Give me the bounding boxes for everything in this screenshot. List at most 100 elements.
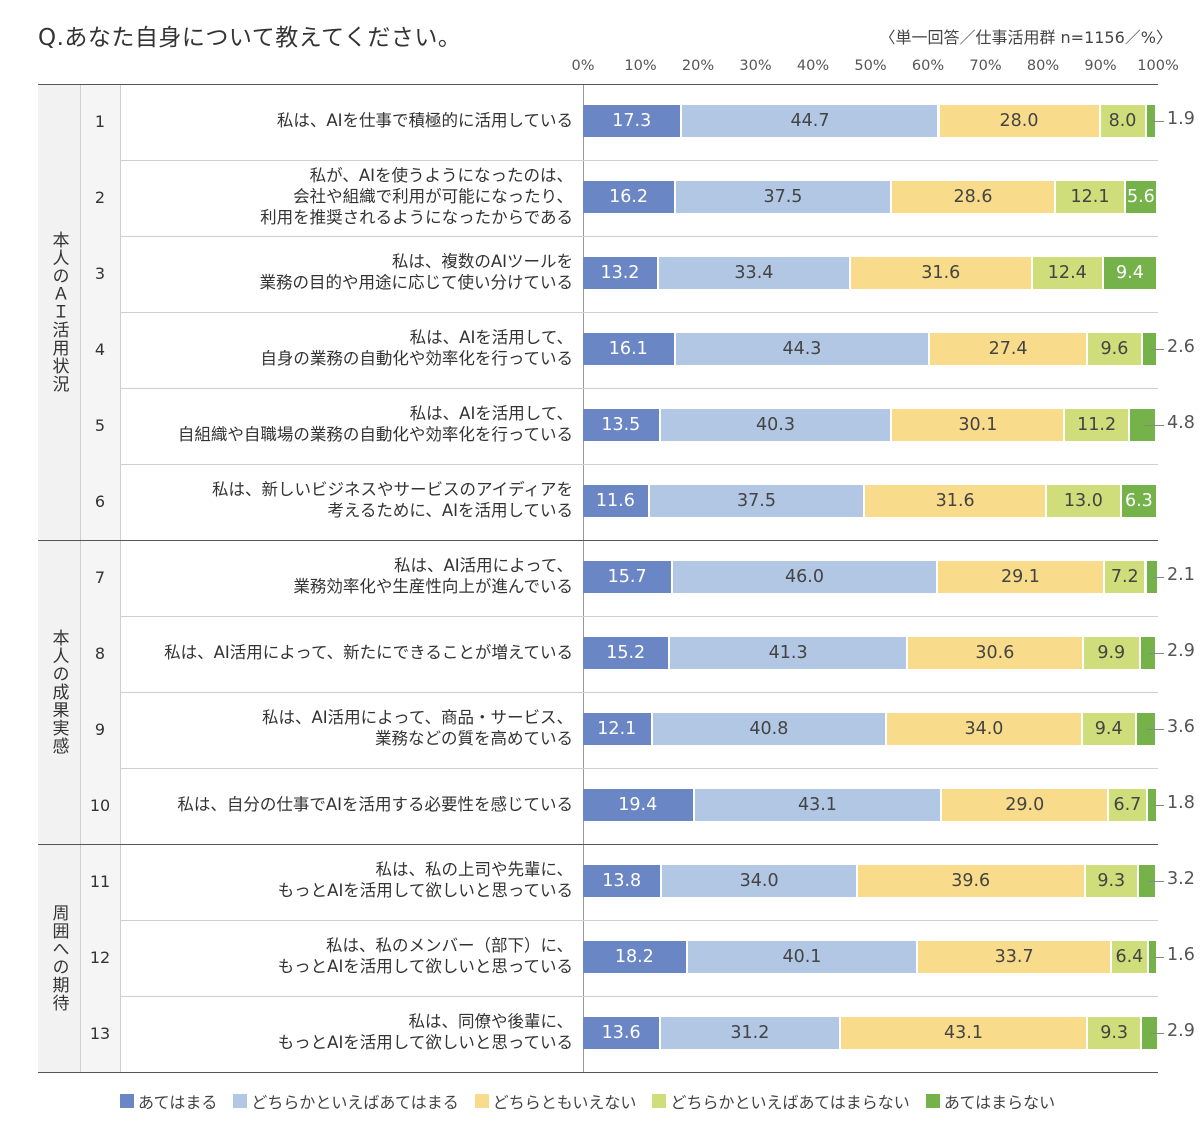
bar-value-label: 11.6 [595,491,635,511]
legend: あてはまる どちらかといえばあてはまる どちらともいえない どちらかといえばあてはまら… [120,1090,1055,1112]
bar-segment: 44.7 [682,105,940,137]
bar-value-label: 13.5 [601,415,641,435]
bar-segment: 28.6 [891,181,1057,213]
statement-label: 私は、自分の仕事でAIを活用する必要性を感じている [177,794,573,814]
bar-value-label: 9.3 [1100,1023,1129,1043]
chart-table: 本人のＡＩ活用状況 本人の成果実感 周囲への期待 1 私は、AIを仕事で積極的に活用して… [38,84,1195,1074]
row-number: 7 [94,568,106,587]
bar-value-label: 9.3 [1097,871,1126,891]
number-cell [80,844,120,1072]
bar-value-label: 34.0 [739,871,779,891]
bar-value-label: 39.6 [951,871,991,891]
bar-segment: 13.6 [583,1017,662,1049]
bar-segment: 37.5 [649,485,866,517]
callout-leader [1150,349,1164,350]
bar-value-label: 30.1 [958,415,998,435]
bar-value-label: 18.2 [614,947,654,967]
callout-leader [1152,577,1164,578]
x-tick-label: 100% [1137,58,1179,74]
row-number: 11 [89,872,111,891]
bar-value-label: 29.1 [1000,567,1040,587]
bar-value-callout: 1.6 [1167,945,1195,965]
row-divider [120,616,1158,617]
number-cell [80,540,120,844]
row-number: 1 [94,112,106,131]
callout-leader [1143,425,1164,426]
column-divider [80,84,81,1072]
x-tick-label: 0% [571,58,595,74]
x-tick-label: 80% [1026,58,1060,74]
row-divider [120,920,1158,921]
bar-segment: 40.8 [652,713,888,745]
bar-value-callout: 2.9 [1167,641,1195,661]
bar-segment: 11.6 [583,485,650,517]
callout-leader [1149,653,1164,654]
bar-value-label: 13.8 [602,871,642,891]
x-tick-label: 30% [739,58,772,74]
bar-segment: 16.1 [583,333,676,365]
bar-segment: 15.7 [583,561,674,593]
bar-segment: 29.1 [937,561,1106,593]
statement-label: 私は、AI活用によって、新たにできることが増えている [164,642,573,662]
statement-label: 私は、AIを活用して、 自組織や自職場の業務の自動化や効率化を行っている [177,404,573,444]
bar-segment: 34.0 [662,865,858,897]
group-cell [38,540,80,844]
bar-segment: 37.5 [676,181,892,213]
callout-leader [1152,805,1164,806]
x-tick-label: 60% [911,58,945,74]
callout-leader [1148,881,1164,882]
bar-segment: 15.2 [583,637,671,669]
bar-value-label: 6.4 [1115,947,1144,967]
bar-segment: 31.6 [850,257,1033,289]
callout-leader [1147,729,1164,730]
bar-segment: 6.4 [1112,941,1149,973]
row-divider [120,464,1158,465]
row-number: 2 [94,188,106,207]
bar-segment: 27.4 [930,333,1088,365]
bar-value-callout: 1.8 [1167,793,1195,813]
bar-value-label: 28.6 [953,187,993,207]
bar-value-label: 28.0 [999,111,1039,131]
legend-label: どちらかといえばあてはまらない [670,1093,910,1112]
row-number: 8 [94,644,106,663]
bar-segment: 8.0 [1100,105,1147,137]
row-number: 6 [94,492,106,511]
bar-segment: 43.1 [694,789,943,821]
legend-item: あてはまる [120,1090,217,1112]
bar-value-label: 19.4 [618,795,658,815]
bar-segment: 5.6 [1125,181,1158,213]
bar-value-label: 13.0 [1063,491,1103,511]
x-tick-label: 40% [796,58,830,74]
bar-value-label: 6.7 [1113,795,1142,815]
bar-value-label: 7.2 [1110,567,1139,587]
sample-note: 〈単一回答／仕事活用群 n=1156／%〉 [879,28,1172,47]
row-divider [120,996,1158,997]
bar-value-label: 9.4 [1094,719,1123,739]
row-divider [120,692,1158,693]
row-divider [120,160,1158,161]
statement-label: 私は、新しいビジネスやサービスのアイディアを 考えるために、AIを活用している [211,480,573,520]
bar-value-callout: 2.9 [1167,1021,1195,1041]
bar-value-label: 5.6 [1126,187,1155,207]
row-divider [120,768,1158,769]
bar-value-label: 17.3 [612,111,652,131]
bar-segment: 16.2 [583,181,677,213]
bar-segment: 9.3 [1088,1017,1142,1049]
bar-value-label: 8.0 [1108,111,1137,131]
legend-swatch [120,1094,134,1108]
legend-swatch [474,1094,489,1108]
bar-value-label: 16.1 [608,339,648,359]
bar-segment: 12.1 [1056,181,1126,213]
number-cell [80,84,120,540]
legend-item: どちらともいえない [474,1090,636,1112]
legend-swatch [925,1094,940,1108]
bar-value-label: 9.9 [1097,643,1126,663]
bar-segment: 34.0 [887,713,1083,745]
bar-segment: 18.2 [583,941,688,973]
row-number: 3 [94,264,106,283]
bar-segment: 41.3 [670,637,908,669]
bar-segment: 9.4 [1082,713,1137,745]
bar-value-label: 37.5 [737,491,776,511]
row-divider [120,312,1158,313]
bar-value-label: 40.8 [749,719,789,739]
